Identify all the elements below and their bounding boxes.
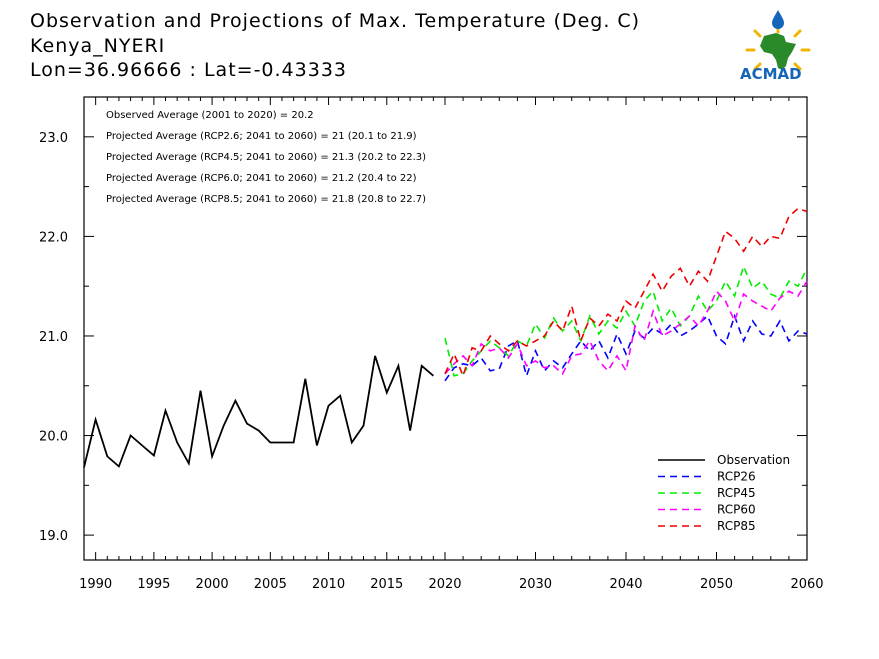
legend-label-rcp85: RCP85 — [717, 519, 756, 533]
legend-label-observation: Observation — [717, 453, 790, 467]
annotation-observed-average: Observed Average (2001 to 2020) = 20.2 — [106, 110, 314, 121]
x-tick-label: 2030 — [519, 577, 552, 592]
annotation-rcp45-average: Projected Average (RCP4.5; 2041 to 2060)… — [106, 152, 426, 163]
series-line-observation — [83, 355, 434, 468]
chart-title: Observation and Projections of Max. Temp… — [30, 10, 640, 32]
x-tick-label: 2040 — [609, 577, 642, 592]
x-tick-label: 2060 — [790, 577, 823, 592]
logo-text: ACMAD — [740, 65, 802, 83]
raindrop-icon — [772, 10, 784, 29]
series-line-rcp85 — [444, 207, 808, 379]
chart-subtitle-coordinates: Lon=36.96666 : Lat=-0.43333 — [30, 59, 347, 81]
annotation-rcp60-average: Projected Average (RCP6.0; 2041 to 2060)… — [106, 173, 417, 184]
x-tick-label: 2015 — [370, 577, 403, 592]
sun-rays-icon — [745, 23, 811, 71]
series-line-rcp60 — [444, 280, 808, 376]
acmad-logo: ACMAD — [740, 10, 811, 83]
x-tick-label: 1990 — [79, 577, 112, 592]
y-tick-label: 22.0 — [39, 230, 68, 245]
legend-label-rcp60: RCP60 — [717, 503, 756, 517]
annotations: Observed Average (2001 to 2020) = 20.2 P… — [106, 110, 426, 205]
y-tick-label: 23.0 — [39, 131, 68, 146]
x-tick-label: 2020 — [428, 577, 461, 592]
legend-label-rcp45: RCP45 — [717, 486, 756, 500]
series-line-rcp45 — [444, 263, 808, 377]
chart-subtitle-location: Kenya_NYERI — [30, 35, 165, 57]
y-tick-label: 20.0 — [39, 430, 68, 445]
annotation-rcp26-average: Projected Average (RCP2.6; 2041 to 2060)… — [106, 131, 417, 142]
africa-map-icon — [760, 33, 796, 70]
x-tick-label: 2050 — [700, 577, 733, 592]
x-tick-label: 1995 — [137, 577, 170, 592]
y-tick-label: 19.0 — [39, 529, 68, 544]
axes: 19.0 20.0 21.0 22.0 23.0 1990 1995 2000 2005 2010… — [39, 97, 824, 592]
annotation-rcp85-average: Projected Average (RCP8.5; 2041 to 2060)… — [106, 194, 426, 205]
legend-label-rcp26: RCP26 — [717, 470, 756, 484]
y-tick-label: 21.0 — [39, 330, 68, 345]
series-lines — [83, 207, 808, 468]
legend: Observation RCP26 RCP45 RCP60 RCP85 — [658, 453, 790, 533]
plot-area — [83, 96, 808, 561]
x-tick-label: 2005 — [254, 577, 287, 592]
x-tick-label: 2000 — [196, 577, 229, 592]
x-tick-label: 2010 — [312, 577, 345, 592]
